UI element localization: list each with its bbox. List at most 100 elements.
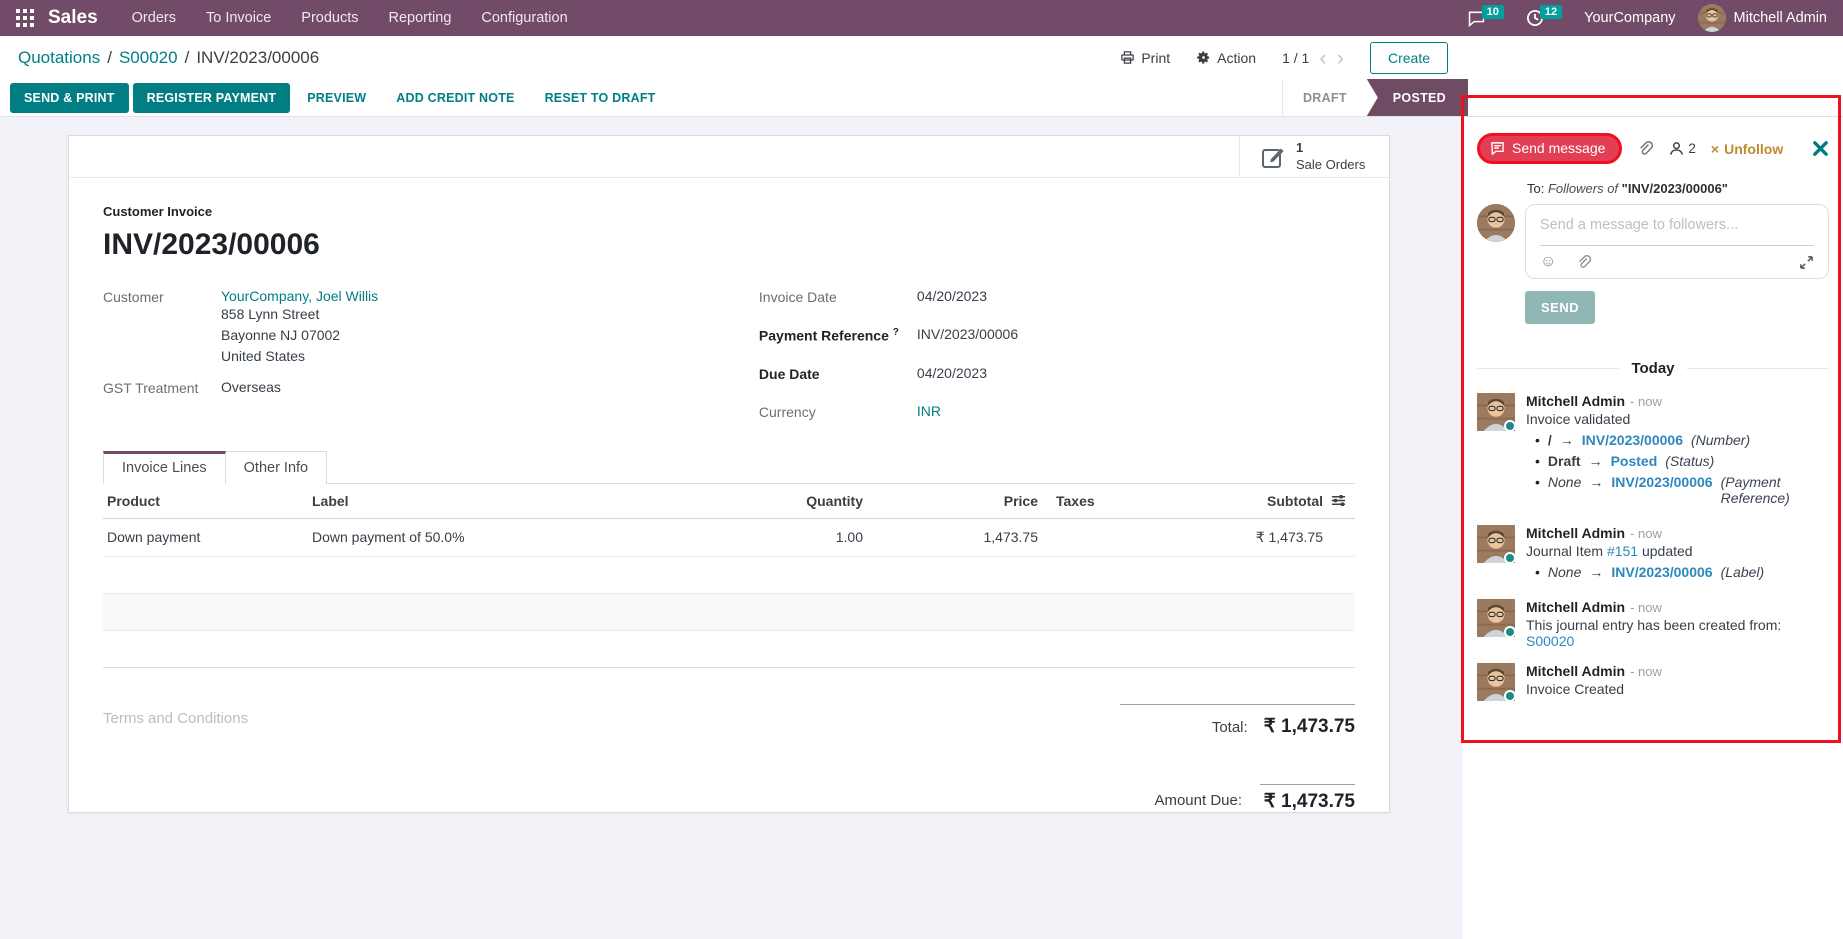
empty-row <box>103 557 1355 594</box>
message-composer: ☺ <box>1477 204 1829 279</box>
tab-invoice-lines[interactable]: Invoice Lines <box>103 450 226 484</box>
invoice-date-value[interactable]: 04/20/2023 <box>916 288 987 304</box>
message-author[interactable]: Mitchell Admin <box>1526 525 1626 541</box>
breadcrumb-order[interactable]: S00020 <box>118 47 178 67</box>
invoice-sheet: 1 Sale Orders Customer Invoice INV/2023/… <box>68 135 1390 813</box>
empty-row <box>103 593 1355 631</box>
menu-reporting[interactable]: Reporting <box>388 10 452 26</box>
tracking-change: • None → INV/2023/00006 (Payment Referen… <box>1535 474 1790 506</box>
menu-to-invoice[interactable]: To Invoice <box>205 10 272 26</box>
customer-label: Customer <box>103 289 164 305</box>
currency-link[interactable]: INR <box>916 402 942 419</box>
list-item: Mitchell Admin - now This journal entry h… <box>1477 599 1829 649</box>
form-view-area: 1 Sale Orders Customer Invoice INV/2023/… <box>0 117 1463 939</box>
send-button[interactable]: SEND <box>1525 291 1596 324</box>
notebook-tabs: Invoice Lines Other Info <box>103 450 1355 484</box>
customer-link[interactable]: YourCompany, Joel Willis <box>221 288 379 304</box>
optional-columns-icon[interactable] <box>1327 484 1355 517</box>
state-posted[interactable]: POSTED <box>1366 79 1468 116</box>
table-row[interactable]: Down payment Down payment of 50.0% 1.00 … <box>103 519 1355 557</box>
pager-value[interactable]: 1 / 1 <box>1282 49 1310 66</box>
due-date-value[interactable]: 04/20/2023 <box>916 364 987 381</box>
company-switcher[interactable]: YourCompany <box>1584 10 1676 26</box>
col-product: Product <box>107 492 160 509</box>
speech-bubble-icon <box>1491 142 1504 155</box>
payment-reference-label: Payment Reference ? <box>758 327 899 344</box>
table-header: Product Label Quantity Price Taxes Subto… <box>103 484 1355 519</box>
message-input[interactable] <box>1540 217 1814 233</box>
menu-products[interactable]: Products <box>301 10 359 26</box>
reset-to-draft-button[interactable]: RESET TO DRAFT <box>532 83 669 113</box>
online-status-dot <box>1504 626 1516 638</box>
amount-due-value: ₹ 1,473.75 <box>1260 783 1355 813</box>
chatter-panel: Send message 2 × Unfollow To: Followers … <box>1463 117 1843 939</box>
send-print-button[interactable]: SEND & PRINT <box>10 82 129 113</box>
gst-treatment-value[interactable]: Overseas <box>221 379 281 395</box>
message-time: - now <box>1630 394 1662 409</box>
register-payment-button[interactable]: REGISTER PAYMENT <box>132 82 291 113</box>
message-author[interactable]: Mitchell Admin <box>1526 393 1626 409</box>
smart-button-row: 1 Sale Orders <box>69 136 1389 178</box>
composer-attach-icon[interactable] <box>1576 254 1592 270</box>
message-body: Invoice validated <box>1526 411 1631 427</box>
app-name[interactable]: Sales <box>48 7 98 28</box>
unfollow-button[interactable]: × Unfollow <box>1710 140 1784 157</box>
preview-button[interactable]: PREVIEW <box>294 83 379 113</box>
message-body: This journal entry has been created from… <box>1526 617 1782 649</box>
cell-quantity[interactable]: 1.00 <box>835 529 863 546</box>
terms-placeholder[interactable]: Terms and Conditions <box>103 709 249 727</box>
message-time: - now <box>1630 600 1662 615</box>
message-author[interactable]: Mitchell Admin <box>1526 599 1626 615</box>
list-item: Mitchell Admin - now Journal Item #151 up… <box>1477 525 1829 585</box>
cell-price[interactable]: 1,473.75 <box>983 529 1039 546</box>
send-message-button[interactable]: Send message <box>1477 133 1623 164</box>
breadcrumb-quotations[interactable]: Quotations <box>18 47 101 67</box>
payment-reference-value[interactable]: INV/2023/00006 <box>916 326 1019 342</box>
close-chatter-button[interactable] <box>1812 140 1829 157</box>
amount-due-label: Amount Due: <box>1154 791 1242 809</box>
expand-composer-icon[interactable] <box>1799 255 1814 270</box>
menu-configuration[interactable]: Configuration <box>481 10 568 26</box>
invoice-lines-table: Product Label Quantity Price Taxes Subto… <box>103 484 1355 668</box>
apps-grid-icon[interactable] <box>16 9 34 27</box>
cell-product[interactable]: Down payment <box>107 529 201 546</box>
activities-menu[interactable]: 12 <box>1526 5 1563 27</box>
message-author[interactable]: Mitchell Admin <box>1526 663 1626 679</box>
total-label: Total: <box>1211 718 1248 736</box>
empty-row <box>103 631 1355 668</box>
person-icon <box>1670 142 1684 155</box>
help-icon: ? <box>892 327 899 338</box>
gst-treatment-label: GST Treatment <box>103 380 199 396</box>
menu-orders[interactable]: Orders <box>131 10 176 26</box>
cell-subtotal: ₹ 1,473.75 <box>1255 528 1323 545</box>
journal-item-link[interactable]: #151 <box>1606 543 1639 559</box>
add-credit-note-button[interactable]: ADD CREDIT NOTE <box>383 83 527 113</box>
attach-files-button[interactable] <box>1637 140 1654 157</box>
message-time: - now <box>1630 526 1662 541</box>
messages-menu[interactable]: 10 <box>1467 5 1504 27</box>
user-menu[interactable]: Mitchell Admin <box>1697 4 1827 32</box>
pager-next-icon[interactable]: › <box>1336 44 1344 70</box>
date-divider: Today <box>1477 360 1829 377</box>
pager-previous-icon[interactable]: ‹ <box>1319 44 1327 70</box>
source-order-link[interactable]: S00020 <box>1526 633 1575 649</box>
emoji-icon[interactable]: ☺ <box>1540 253 1557 270</box>
cell-label[interactable]: Down payment of 50.0% <box>312 529 465 546</box>
print-button[interactable]: Print <box>1120 50 1170 66</box>
sale-orders-smart-button[interactable]: 1 Sale Orders <box>1239 136 1389 177</box>
cell-taxes[interactable] <box>1042 527 1157 547</box>
tracking-change: • Draft → Posted (Status) <box>1535 453 1715 469</box>
customer-address: 858 Lynn Street Bayonne NJ 07002 United … <box>221 306 341 364</box>
tab-other-info[interactable]: Other Info <box>225 450 328 484</box>
total-value: ₹ 1,473.75 <box>1263 715 1355 737</box>
col-label: Label <box>312 492 349 509</box>
currency-label: Currency <box>758 403 816 420</box>
list-item: Mitchell Admin - now Invoice Created <box>1477 663 1829 702</box>
list-item: Mitchell Admin - now Invoice validated • … <box>1477 393 1829 511</box>
action-button[interactable]: Action <box>1196 50 1256 66</box>
sale-orders-label: Sale Orders <box>1296 156 1366 172</box>
create-button[interactable]: Create <box>1369 41 1448 74</box>
breadcrumb-current: INV/2023/00006 <box>196 47 320 67</box>
followers-button[interactable]: 2 <box>1669 141 1696 156</box>
state-draft[interactable]: DRAFT <box>1302 90 1347 105</box>
